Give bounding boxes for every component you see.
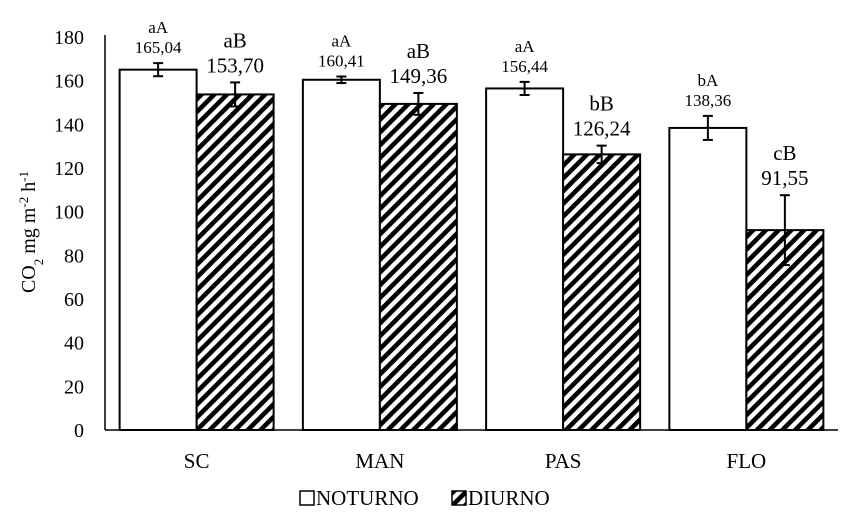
data-label-letters: aB: [223, 28, 246, 52]
category-label: FLO: [727, 449, 767, 473]
data-label-value: 160,41: [318, 51, 365, 70]
bars: [118, 62, 825, 432]
bar-noturno: [485, 87, 565, 431]
data-label-value: 149,36: [390, 64, 448, 88]
y-tick-label: 160: [54, 71, 84, 93]
category-label: SC: [184, 449, 210, 473]
data-label-value: 153,70: [206, 53, 264, 77]
category-label: MAN: [355, 449, 404, 473]
data-label-letters: aB: [407, 39, 430, 63]
axes: [104, 35, 838, 431]
legend-swatch-noturno: [299, 490, 315, 506]
legend-label-diurno: DIURNO: [468, 486, 550, 510]
y-tick-label: 20: [64, 376, 84, 398]
data-label-letters: cB: [773, 141, 796, 165]
data-label-value: 91,55: [761, 166, 808, 190]
data-label-letters: aA: [331, 31, 352, 50]
legend-label-noturno: NOTURNO: [316, 486, 419, 510]
y-tick-label: 60: [64, 289, 84, 311]
bar-noturno: [118, 68, 198, 432]
data-label-letters: aA: [148, 18, 169, 37]
data-label-value: 126,24: [573, 117, 631, 141]
bar-diurno: [562, 153, 642, 431]
category-label: PAS: [545, 449, 582, 473]
bar-diurno: [378, 102, 458, 431]
data-label-letters: aA: [515, 37, 536, 56]
y-tick-label: 40: [64, 333, 84, 355]
y-axis-title: CO2 mg m-2 h-1: [16, 171, 46, 293]
bar-noturno: [668, 126, 748, 431]
bar-diurno: [195, 93, 275, 432]
y-tick-label: 80: [64, 245, 84, 267]
category-labels: SC MAN PAS FLO: [184, 449, 766, 473]
bar-noturno: [301, 78, 381, 431]
data-label-value: 138,36: [685, 91, 732, 110]
y-tick-label: 140: [54, 114, 84, 136]
data-label-letters: bA: [697, 71, 719, 90]
bar-diurno: [745, 229, 825, 431]
y-tick-label: 0: [74, 420, 84, 442]
y-tick-label: 100: [54, 202, 84, 224]
data-label-value: 156,44: [501, 57, 548, 76]
data-label-letters: bB: [589, 92, 614, 116]
y-axis-title-group: CO2 mg m-2 h-1: [16, 171, 46, 293]
y-tick-labels: 0 20 40 60 80 100 120 140 160 180: [54, 27, 84, 442]
data-label-value: 165,04: [135, 38, 182, 57]
y-tick-label: 180: [54, 27, 84, 49]
y-tick-label: 120: [54, 158, 84, 180]
legend-swatch-diurno: [451, 490, 467, 506]
data-labels: 165,04aA153,70aB160,41aA149,36aB156,44aA…: [135, 18, 809, 190]
legend: NOTURNO DIURNO: [299, 486, 550, 510]
